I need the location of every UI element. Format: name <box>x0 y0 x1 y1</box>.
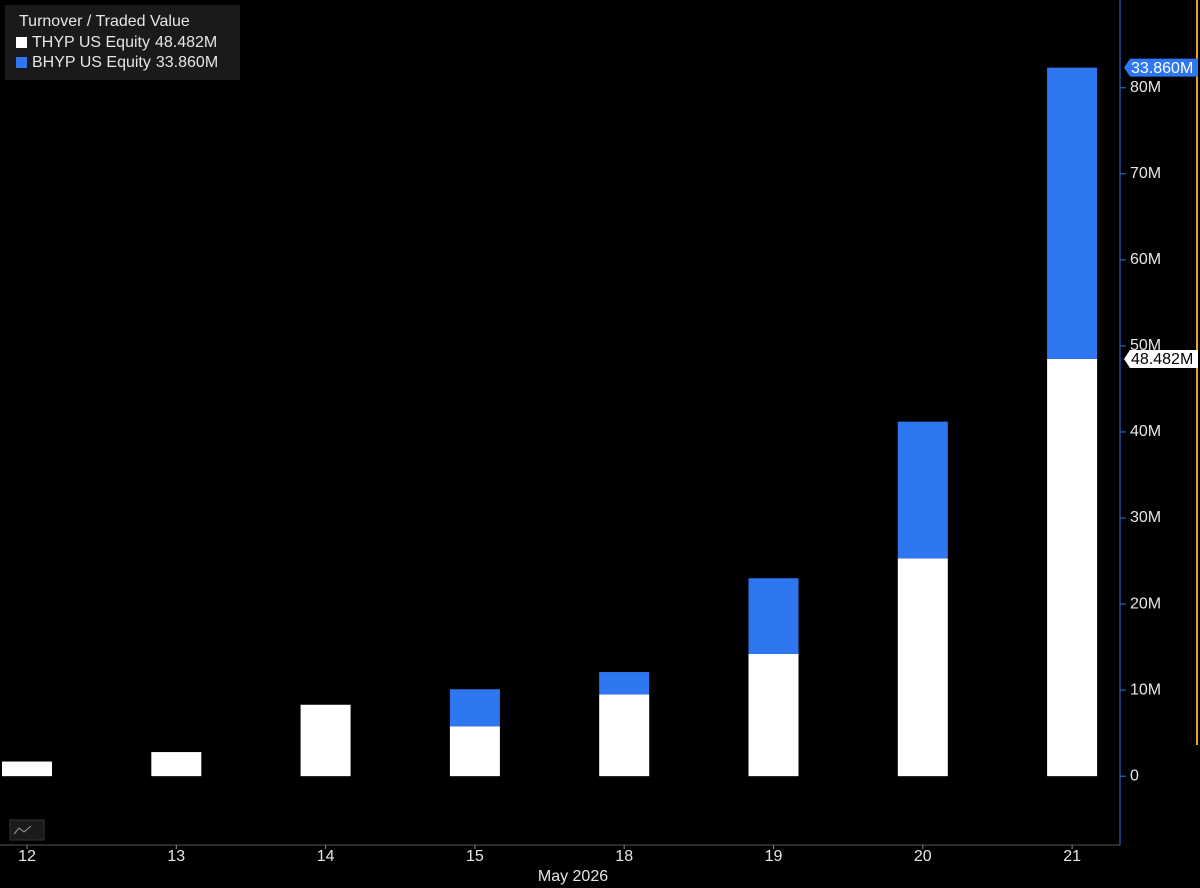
legend-label: BHYP US Equity <box>32 54 151 71</box>
y-tick-label: 20M <box>1130 595 1161 612</box>
x-axis-label: May 2026 <box>538 868 608 885</box>
value-tag <box>1124 58 1198 77</box>
bar-segment <box>449 689 500 727</box>
y-tick-label: 50M <box>1130 337 1161 354</box>
x-tick-label: 13 <box>167 848 185 865</box>
y-tick-label: 30M <box>1130 509 1161 526</box>
legend-value: 33.860M <box>156 54 218 71</box>
x-tick-label: 19 <box>765 848 783 865</box>
value-tag-label: 48.482M <box>1131 351 1193 368</box>
legend-value: 48.482M <box>155 34 217 51</box>
x-tick-label: 18 <box>615 848 633 865</box>
bar-segment <box>151 752 202 777</box>
bar-segment <box>2 761 52 777</box>
legend-swatch <box>16 57 27 68</box>
x-tick-label: 15 <box>466 848 484 865</box>
bar-segment <box>1047 358 1098 777</box>
value-tag <box>1124 349 1198 368</box>
bar-segment <box>599 672 650 695</box>
y-tick-label: 60M <box>1130 251 1161 268</box>
bar-segment <box>599 694 650 777</box>
bar-segment <box>897 421 948 559</box>
y-tick-label: 70M <box>1130 165 1161 182</box>
legend-label: THYP US Equity <box>32 34 150 51</box>
chart-title: Turnover / Traded Value <box>19 13 190 30</box>
chart-type-icon <box>13 825 32 835</box>
legend-box <box>5 5 240 80</box>
x-tick-label: 20 <box>914 848 932 865</box>
bar-segment <box>449 726 500 777</box>
x-tick-label: 14 <box>317 848 335 865</box>
x-tick-label: 12 <box>18 848 36 865</box>
bar-segment <box>748 578 799 654</box>
bar-segment <box>1047 67 1098 359</box>
legend-swatch <box>16 37 27 48</box>
bar-segment <box>897 558 948 777</box>
value-tag-label: 33.860M <box>1131 60 1193 77</box>
y-tick-label: 40M <box>1130 423 1161 440</box>
y-tick-label: 0 <box>1130 767 1139 784</box>
y-tick-label: 80M <box>1130 79 1161 96</box>
bar-segment <box>748 653 799 777</box>
x-tick-label: 21 <box>1063 848 1081 865</box>
bar-segment <box>300 704 351 777</box>
y-tick-label: 10M <box>1130 681 1161 698</box>
